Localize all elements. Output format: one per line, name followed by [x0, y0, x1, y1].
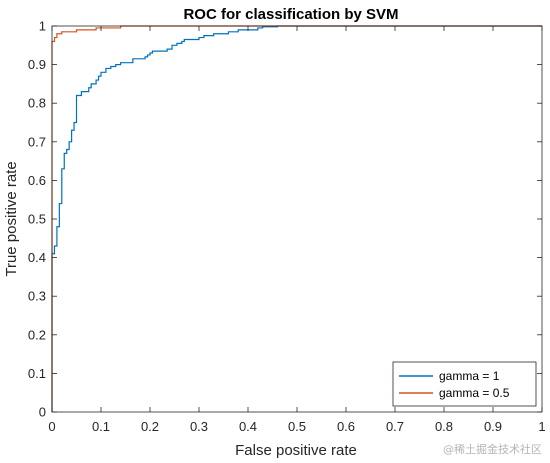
- x-tick-label: 0.7: [386, 419, 404, 434]
- legend: gamma = 1 gamma = 0.5: [392, 361, 537, 407]
- x-tick-label: 0.4: [239, 419, 257, 434]
- x-tick-label: 0.6: [337, 419, 355, 434]
- y-axis-label: True positive rate: [3, 161, 20, 276]
- y-axis-ticks: 0 0.1 0.2 0.3 0.4 0.5 0.6 0.7 0.8 0.9 1: [28, 19, 542, 420]
- x-tick-label: 0.9: [484, 419, 502, 434]
- y-tick-label: 0.5: [28, 212, 46, 227]
- plot-area: [51, 25, 543, 413]
- watermark: @稀土掘金技术社区: [443, 443, 542, 456]
- y-tick-label: 0.1: [28, 366, 46, 381]
- x-tick-label: 0.1: [92, 419, 110, 434]
- x-axis-ticks: 0 0.1 0.2 0.3 0.4 0.5 0.6 0.7 0.8 0.9 1: [48, 26, 546, 434]
- y-tick-label: 0.8: [28, 96, 46, 111]
- y-tick-label: 0.7: [28, 134, 46, 149]
- x-tick-label: 0.5: [288, 419, 306, 434]
- x-tick-label: 0.8: [435, 419, 453, 434]
- x-tick-label: 0.2: [141, 419, 159, 434]
- legend-entry-1: gamma = 1: [439, 369, 500, 383]
- x-tick-label: 1: [538, 419, 545, 434]
- y-tick-label: 0.3: [28, 289, 46, 304]
- x-tick-label: 0: [48, 419, 55, 434]
- series-line-1: [51, 25, 542, 412]
- series-line-2: [51, 25, 542, 412]
- legend-box: [392, 361, 537, 407]
- y-tick-label: 0.2: [28, 327, 46, 342]
- legend-entry-2: gamma = 0.5: [439, 386, 510, 400]
- chart-title: ROC for classification by SVM: [183, 6, 398, 23]
- y-tick-label: 0.9: [28, 57, 46, 72]
- plot-background: [52, 26, 542, 412]
- y-tick-label: 1: [39, 19, 46, 34]
- x-axis-label: False positive rate: [235, 442, 357, 459]
- y-tick-label: 0.4: [28, 250, 46, 265]
- x-tick-label: 0.3: [190, 419, 208, 434]
- y-tick-label: 0: [39, 405, 46, 420]
- y-tick-label: 0.6: [28, 173, 46, 188]
